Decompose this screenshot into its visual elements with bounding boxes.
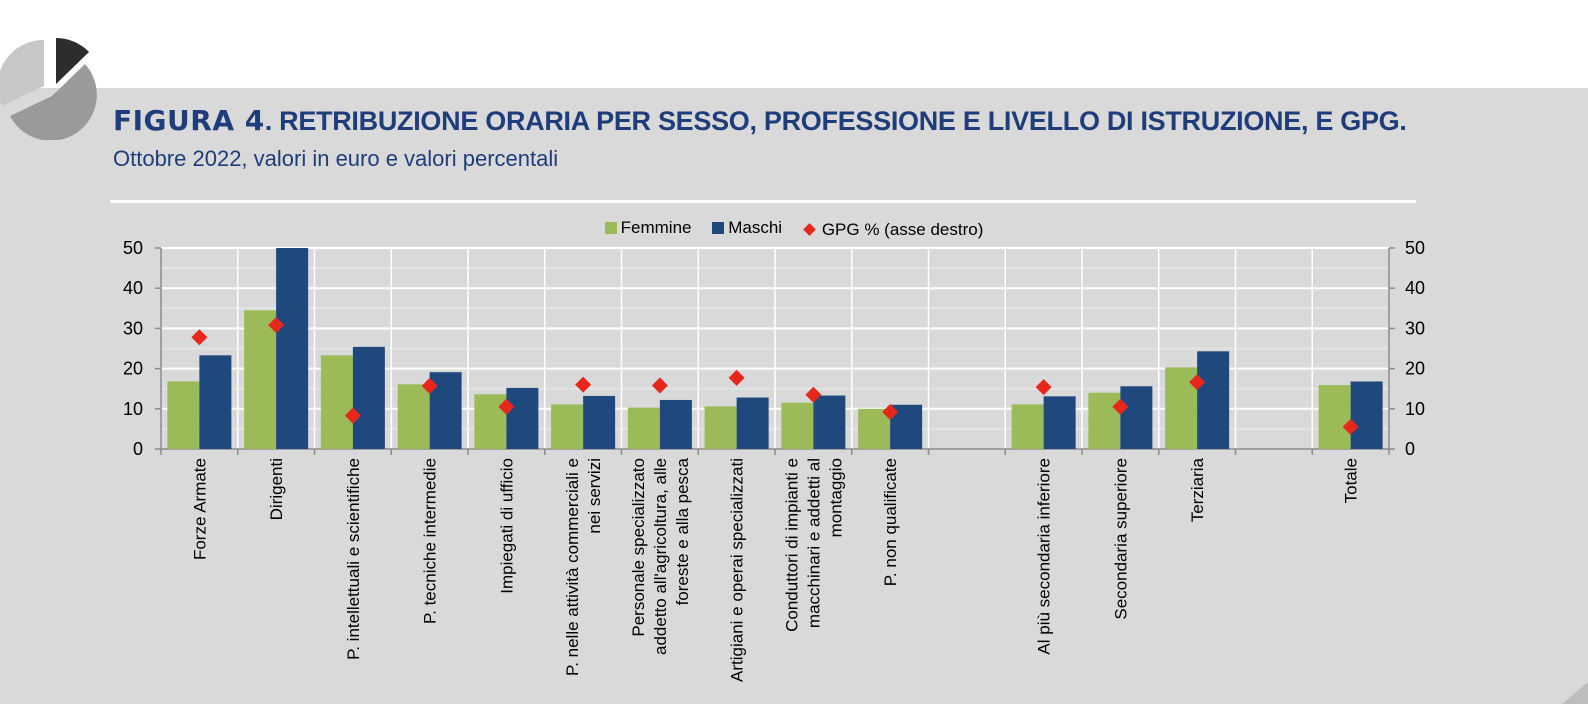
y-tick-label-right: 20	[1405, 359, 1425, 379]
chart-legend: Femmine Maschi GPG % (asse destro)	[0, 218, 1588, 240]
page-top	[0, 0, 1588, 88]
bar-femmine	[320, 355, 353, 449]
x-tick-label: Totale	[1342, 458, 1361, 503]
legend-item-gpg: GPG % (asse destro)	[802, 219, 984, 240]
bar-maschi	[352, 346, 385, 449]
bar-maschi	[736, 397, 769, 449]
y-tick-label-left: 40	[123, 278, 143, 298]
x-tick-label: Forze Armate	[190, 458, 209, 560]
bar-maschi	[506, 387, 539, 449]
legend-swatch-femmine	[604, 222, 617, 234]
bar-femmine	[551, 404, 584, 449]
bar-femmine	[704, 406, 737, 449]
bar-femmine	[1088, 392, 1121, 449]
x-tick-label: Secondaria superiore	[1111, 458, 1130, 620]
pie-chart-logo-icon	[0, 38, 97, 140]
bar-maschi	[813, 395, 846, 449]
gpg-marker	[344, 407, 361, 424]
bar-maschi	[583, 395, 616, 449]
bar-femmine	[627, 407, 660, 449]
legend-item-femmine: Femmine	[604, 218, 692, 238]
y-tick-label-left: 10	[123, 399, 143, 419]
bar-maschi	[1120, 386, 1153, 449]
figure-subtitle: Ottobre 2022, valori in euro e valori pe…	[113, 146, 559, 171]
title-divider	[110, 200, 1416, 203]
gpg-marker	[651, 377, 668, 394]
figure-title: FIGURA 4. RETRIBUZIONE ORARIA PER SESSO,…	[113, 104, 1407, 137]
y-tick-label-right: 30	[1405, 318, 1425, 338]
legend-swatch-maschi	[712, 222, 725, 234]
bar-maschi	[1350, 381, 1383, 449]
y-tick-label-left: 0	[133, 439, 143, 459]
x-tick-label: macchinari e addetti al	[804, 458, 823, 628]
gpg-marker	[421, 377, 438, 394]
gpg-marker	[728, 369, 745, 386]
y-tick-label-left: 50	[123, 238, 143, 258]
x-tick-label: Conduttori di impianti e	[782, 458, 801, 632]
x-tick-label: foreste e alla pesca	[673, 457, 692, 605]
bar-femmine	[244, 310, 277, 449]
figure-title-text: . RETRIBUZIONE ORARIA PER SESSO, PROFESS…	[264, 106, 1407, 136]
x-tick-label: P. intellettuali e scientifiche	[344, 458, 363, 660]
gpg-marker	[805, 386, 822, 403]
gpg-marker	[268, 317, 285, 334]
gpg-marker	[575, 376, 592, 393]
x-tick-label: montaggio	[826, 458, 845, 537]
bar-femmine	[474, 394, 507, 449]
bar-femmine	[397, 384, 430, 449]
x-tick-label: Al più secondaria inferiore	[1035, 458, 1054, 655]
bar-maschi	[1197, 351, 1230, 449]
gpg-marker	[191, 329, 208, 346]
x-tick-label: nei servizi	[585, 458, 604, 534]
x-tick-label: Impiegati di ufficio	[497, 458, 516, 594]
page-corner	[1562, 682, 1588, 704]
x-tick-label: P. nelle attività commerciali e	[563, 458, 582, 676]
x-tick-label: P. tecniche intermedie	[421, 458, 440, 624]
x-tick-label: Terziaria	[1188, 457, 1207, 522]
y-tick-label-right: 0	[1405, 439, 1415, 459]
gpg-marker	[1189, 374, 1206, 391]
gpg-marker	[1112, 398, 1129, 415]
bar-maschi	[199, 355, 232, 449]
legend-label-gpg: GPG % (asse destro)	[821, 219, 984, 239]
bar-femmine	[781, 402, 814, 449]
x-tick-label: P. non qualificate	[881, 458, 900, 586]
x-tick-label: Personale specializzato	[629, 458, 648, 637]
gpg-marker	[1342, 418, 1359, 435]
bar-femmine	[167, 381, 200, 449]
y-tick-label-left: 30	[123, 318, 143, 338]
bar-femmine	[1318, 385, 1351, 449]
y-tick-label-right: 10	[1405, 399, 1425, 419]
y-tick-label-left: 20	[123, 359, 143, 379]
bar-femmine	[858, 408, 891, 449]
x-tick-label: Dirigenti	[267, 458, 286, 520]
bar-maschi	[1043, 396, 1076, 449]
bar-femmine	[1011, 404, 1044, 449]
bar-maschi	[659, 399, 692, 449]
legend-label-maschi: Maschi	[728, 218, 783, 237]
x-tick-label: addetto all'agricoltura, alle	[651, 458, 670, 655]
legend-item-maschi: Maschi	[712, 218, 782, 238]
x-tick-label: Artigiani e operai specializzati	[728, 458, 747, 682]
gpg-marker	[882, 404, 899, 421]
bar-maschi	[276, 248, 309, 449]
y-tick-label-right: 40	[1405, 278, 1425, 298]
gpg-marker	[1035, 379, 1052, 396]
gpg-marker	[498, 398, 515, 415]
y-tick-label-right: 50	[1405, 238, 1425, 258]
figure-label: FIGURA 4	[113, 104, 265, 137]
legend-label-femmine: Femmine	[620, 218, 692, 237]
